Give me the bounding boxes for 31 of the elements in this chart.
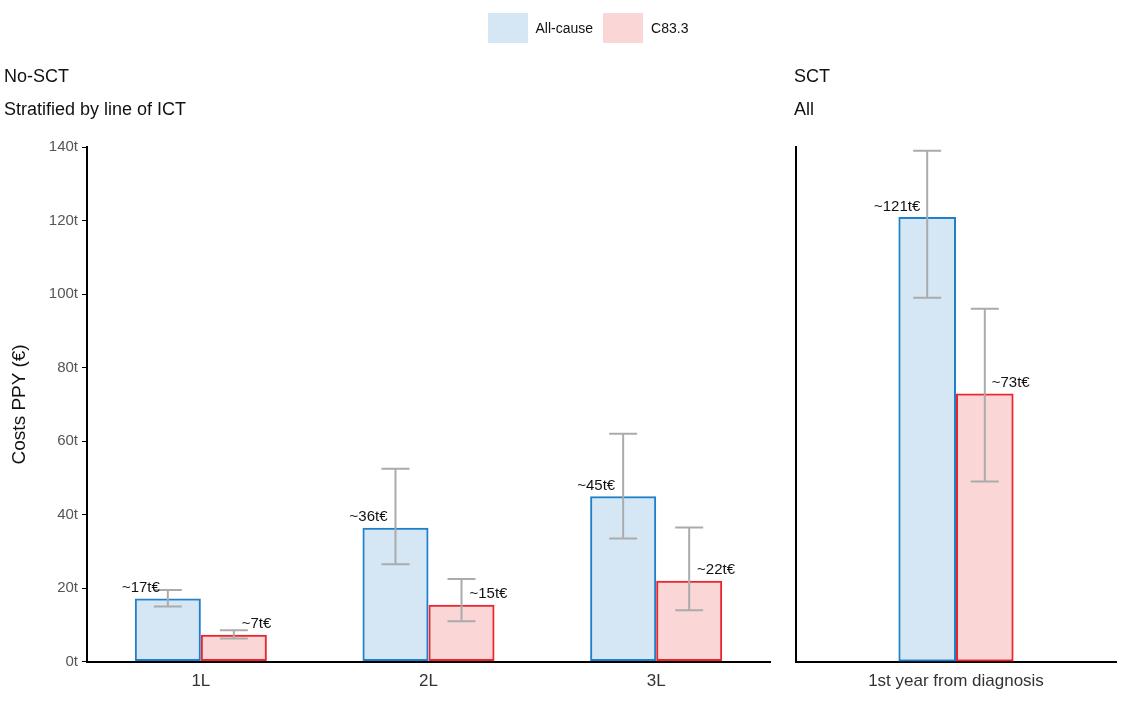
y-tick-label: 0t (65, 651, 79, 669)
chart-subtitle: All (794, 99, 815, 120)
legend-label: All-cause (535, 20, 594, 36)
data-label: ~73t€ (991, 373, 1031, 391)
legend-label: C83.3 (651, 20, 689, 36)
x-tick-label: 3L (646, 671, 666, 691)
bar (362, 527, 429, 662)
y-tick-label: 80t (57, 357, 79, 375)
x-tick-label: 1st year from diagnosis (868, 671, 1044, 691)
y-tick-label: 40t (57, 504, 79, 522)
x-tick-label: 2L (419, 671, 438, 691)
y-tick-label: 60t (57, 431, 79, 449)
y-tick-label: 20t (57, 578, 79, 596)
y-tick-label: 120t (48, 210, 79, 228)
data-label: ~22t€ (697, 560, 736, 578)
data-label: ~17t€ (121, 578, 161, 596)
y-axis-title: Costs PPY (€) (7, 344, 29, 465)
bar (428, 604, 495, 662)
chart-subtitle: Stratified by line of ICT (4, 99, 187, 120)
x-tick-label: 1L (191, 671, 211, 691)
y-tick-label: 100t (48, 284, 79, 302)
chart-title: SCT (794, 65, 830, 86)
chart-title: No-SCT (4, 65, 70, 86)
data-label: ~45t€ (577, 475, 616, 493)
bar (656, 580, 723, 662)
bar (134, 598, 201, 662)
data-label: ~121t€ (873, 196, 921, 214)
data-label: ~15t€ (469, 584, 509, 602)
data-label: ~36t€ (349, 507, 389, 525)
data-label: ~7t€ (241, 614, 273, 632)
y-tick-label: 140t (48, 137, 79, 155)
